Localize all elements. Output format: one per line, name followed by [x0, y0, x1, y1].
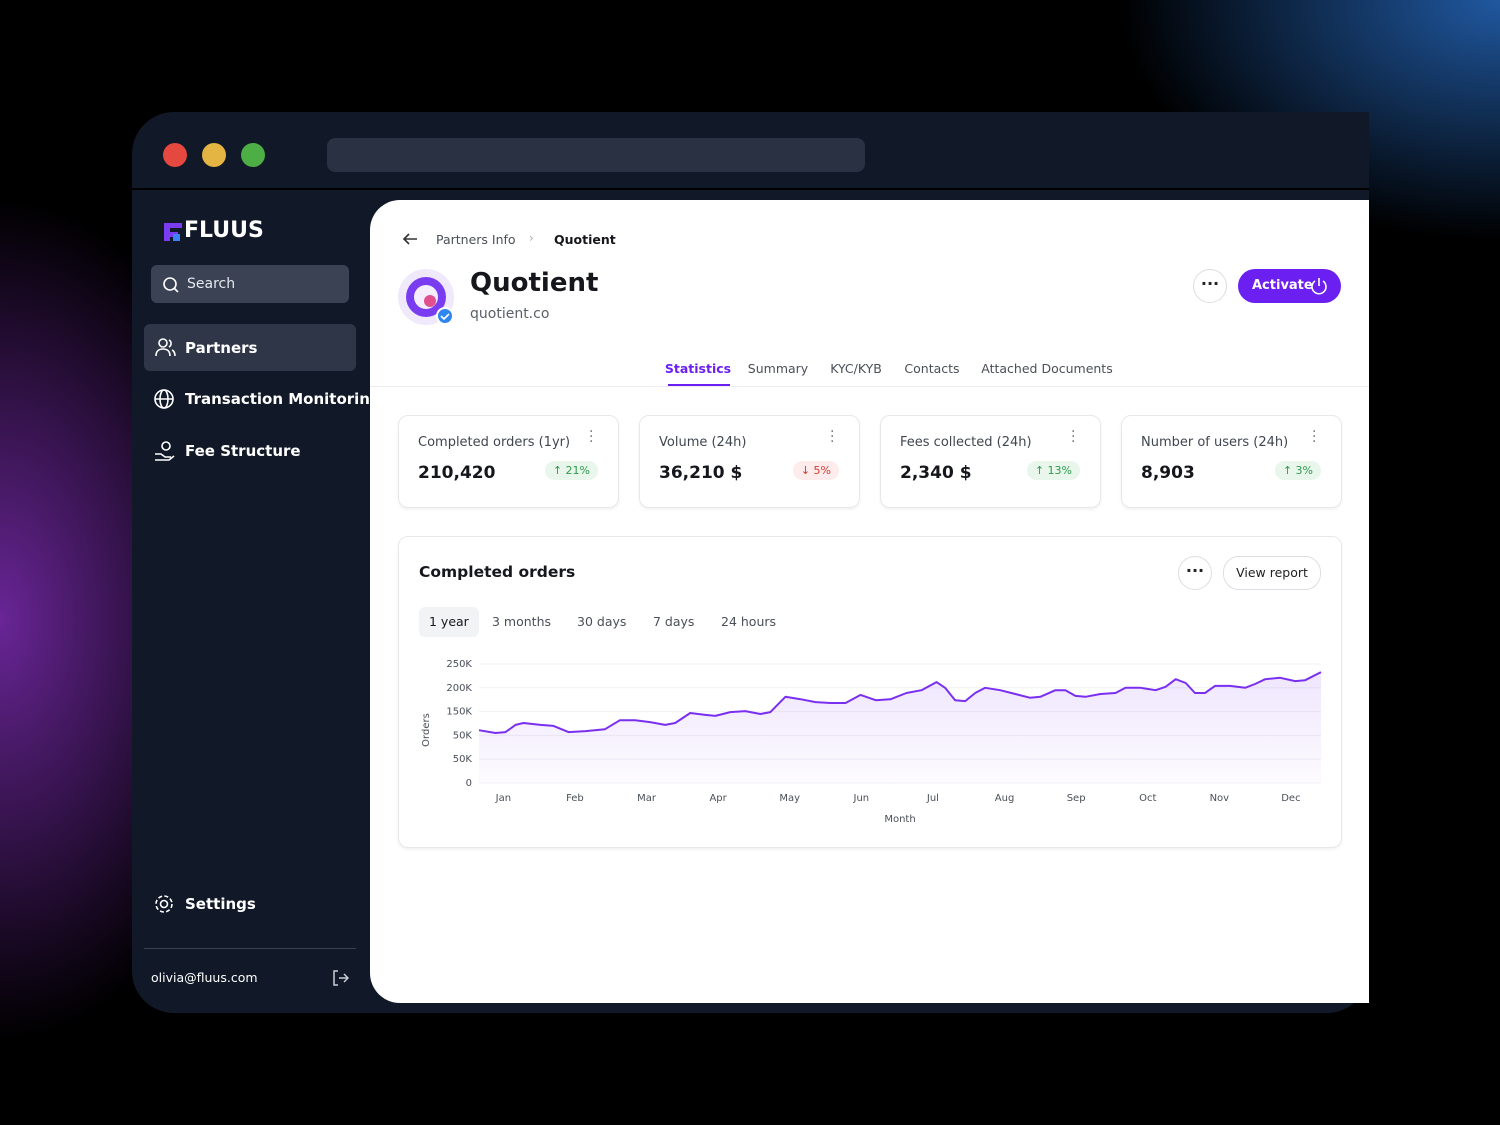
- user-email: olivia@fluus.com: [151, 970, 258, 985]
- breadcrumb[interactable]: Partners Info: [436, 232, 516, 247]
- stat-change: ↑ 13%: [1026, 461, 1080, 480]
- power-icon: [1311, 278, 1327, 295]
- nav-active: [144, 324, 356, 371]
- change-value: 21%: [565, 464, 590, 477]
- logo: FLUUS: [184, 218, 264, 243]
- nav-item[interactable]: Fee Structure: [185, 442, 301, 460]
- range-option[interactable]: 3 months: [492, 614, 552, 629]
- change-arrow: ↑: [1034, 464, 1048, 477]
- stat-menu[interactable]: · · ·: [1071, 424, 1076, 450]
- more-button[interactable]: ···: [1193, 269, 1227, 303]
- partner-avatar: [398, 269, 454, 325]
- range-option[interactable]: 7 days: [653, 614, 695, 629]
- view-report[interactable]: View report: [1223, 556, 1321, 590]
- change-arrow: ↑: [1282, 464, 1296, 477]
- search-placeholder: Search: [187, 276, 236, 292]
- stat-label: Number of users (24h): [1141, 435, 1289, 450]
- breadcrumb-current: Quotient: [554, 232, 616, 247]
- logout-icon[interactable]: [331, 969, 349, 987]
- stat-change: ↓ 5%: [792, 461, 839, 480]
- divider: [144, 948, 356, 949]
- tab[interactable]: Contacts: [904, 361, 960, 376]
- back-arrow[interactable]: [402, 232, 418, 246]
- settings-icon: [155, 895, 173, 913]
- tab[interactable]: Attached Documents: [981, 361, 1113, 376]
- range-option[interactable]: 1 year: [419, 607, 479, 637]
- stat-label: Volume (24h): [659, 435, 747, 450]
- stat-menu[interactable]: · · ·: [1312, 424, 1317, 450]
- stat-change: ↑ 21%: [544, 461, 598, 480]
- chart-title: Completed orders: [419, 563, 576, 581]
- chart-more[interactable]: ···: [1178, 556, 1212, 590]
- nav-item[interactable]: Transaction Monitoring: [185, 390, 381, 408]
- change-value: 3%: [1295, 464, 1313, 477]
- change-value: 13%: [1047, 464, 1072, 477]
- partner-domain: quotient.co: [470, 306, 550, 322]
- tab-underline: [668, 384, 730, 386]
- breadcrumb-sep: ›: [529, 231, 534, 245]
- stat-value: 36,210 $: [659, 463, 743, 483]
- change-arrow: ↑: [552, 464, 566, 477]
- logo-icon: [164, 223, 182, 241]
- search-icon: [163, 277, 179, 293]
- activate-label: Activate: [1252, 278, 1313, 293]
- search-box[interactable]: [151, 265, 349, 303]
- tab[interactable]: KYC/KYB: [830, 361, 882, 376]
- range-option[interactable]: 24 hours: [721, 614, 777, 629]
- change-arrow: ↓: [800, 464, 814, 477]
- stat-value: 2,340 $: [900, 463, 972, 483]
- stat-label: Completed orders (1yr): [418, 435, 571, 450]
- range-option[interactable]: 30 days: [577, 614, 627, 629]
- tab[interactable]: Statistics: [664, 361, 732, 376]
- partner-name: Quotient: [470, 268, 599, 298]
- stat-label: Fees collected (24h): [900, 435, 1032, 450]
- activate-button[interactable]: [1238, 269, 1341, 303]
- stat-menu[interactable]: · · ·: [589, 424, 594, 450]
- nav-item[interactable]: Partners: [185, 339, 258, 357]
- stat-menu[interactable]: · · ·: [830, 424, 835, 450]
- stat-change: ↑ 3%: [1274, 461, 1321, 480]
- tabs-divider: [370, 386, 1369, 387]
- nav-icons: [154, 338, 176, 461]
- change-value: 5%: [813, 464, 831, 477]
- title-bar: [132, 138, 1369, 190]
- stat-value: 210,420: [418, 463, 496, 483]
- settings[interactable]: Settings: [185, 895, 256, 913]
- stat-card: [639, 415, 860, 508]
- stat-value: 8,903: [1141, 463, 1195, 483]
- tab[interactable]: Summary: [747, 361, 809, 376]
